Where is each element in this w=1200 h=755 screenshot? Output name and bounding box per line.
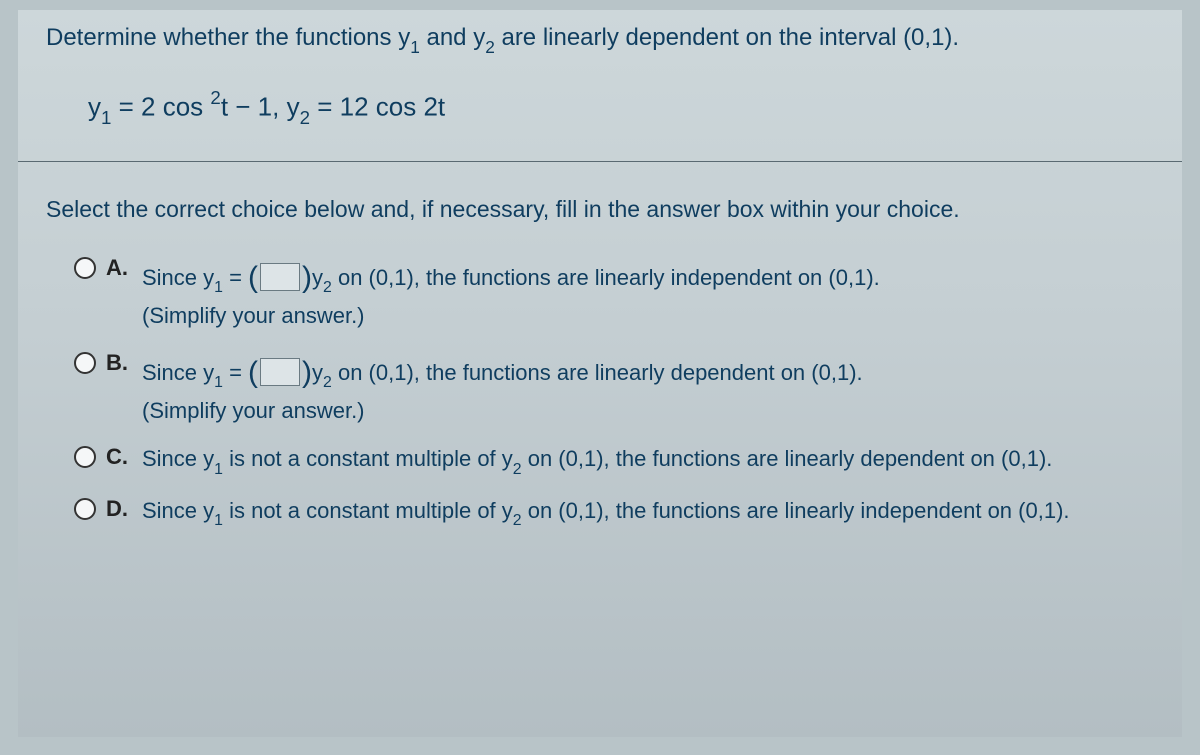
a-pre: Since bbox=[142, 265, 203, 290]
choices-group: A. Since y1 = ()y2 on (0,1), the functio… bbox=[18, 247, 1182, 532]
d-post: on (0,1), the functions are linearly ind… bbox=[522, 498, 1070, 523]
b-y1-sub: 1 bbox=[214, 374, 223, 391]
a-y2: y bbox=[312, 265, 323, 290]
b-y2: y bbox=[312, 360, 323, 385]
question-suffix: are linearly dependent on the interval (… bbox=[495, 24, 959, 51]
a-post: on (0,1), the functions are linearly ind… bbox=[332, 265, 880, 290]
b-y2-sub: 2 bbox=[323, 374, 332, 391]
d-y1-sub: 1 bbox=[214, 512, 223, 529]
a-lparen: ( bbox=[248, 261, 258, 294]
eq1b: t − 1, bbox=[221, 92, 287, 122]
c-y1-sub: 1 bbox=[214, 461, 223, 478]
choice-d[interactable]: D. Since y1 is not a constant multiple o… bbox=[74, 494, 1154, 532]
c-post: on (0,1), the functions are linearly dep… bbox=[522, 446, 1053, 471]
d-y2-sub: 2 bbox=[513, 512, 522, 529]
eq-y1: y bbox=[88, 92, 101, 122]
a-simplify: (Simplify your answer.) bbox=[142, 303, 365, 328]
d-y2: y bbox=[502, 498, 513, 523]
a-y1: y bbox=[203, 265, 214, 290]
choice-a-body: Since y1 = ()y2 on (0,1), the functions … bbox=[142, 253, 1154, 334]
question-mid1: and bbox=[420, 24, 473, 51]
b-y1: y bbox=[203, 360, 214, 385]
b-simplify: (Simplify your answer.) bbox=[142, 398, 365, 423]
a-mid: = bbox=[223, 265, 248, 290]
q-y1-sub: 1 bbox=[410, 37, 420, 57]
c-y2-sub: 2 bbox=[513, 461, 522, 478]
choice-b-body: Since y1 = ()y2 on (0,1), the functions … bbox=[142, 348, 1154, 429]
choice-d-body: Since y1 is not a constant multiple of y… bbox=[142, 494, 1154, 532]
b-mid: = bbox=[223, 360, 248, 385]
c-pre: Since bbox=[142, 446, 203, 471]
choice-b-letter: B. bbox=[106, 350, 132, 376]
eq2: = 12 cos 2t bbox=[310, 92, 445, 122]
radio-c[interactable] bbox=[74, 446, 96, 468]
answer-box-b[interactable] bbox=[260, 358, 300, 386]
d-y1: y bbox=[203, 498, 214, 523]
radio-a[interactable] bbox=[74, 257, 96, 279]
a-y1-sub: 1 bbox=[214, 279, 223, 296]
choice-a[interactable]: A. Since y1 = ()y2 on (0,1), the functio… bbox=[74, 253, 1154, 334]
question-prefix: Determine whether the functions bbox=[46, 24, 398, 51]
eq1a: = 2 cos bbox=[111, 92, 210, 122]
radio-d[interactable] bbox=[74, 498, 96, 520]
choice-c-body: Since y1 is not a constant multiple of y… bbox=[142, 442, 1154, 480]
d-mid: is not a constant multiple of bbox=[223, 498, 502, 523]
instruction-text: Select the correct choice below and, if … bbox=[18, 162, 1182, 247]
b-lparen: ( bbox=[248, 356, 258, 389]
d-pre: Since bbox=[142, 498, 203, 523]
choice-b[interactable]: B. Since y1 = ()y2 on (0,1), the functio… bbox=[74, 348, 1154, 429]
b-post: on (0,1), the functions are linearly dep… bbox=[332, 360, 863, 385]
q-y2: y bbox=[473, 24, 485, 51]
choice-d-letter: D. bbox=[106, 496, 132, 522]
eq-y2-sub: 2 bbox=[300, 107, 310, 128]
c-y2: y bbox=[502, 446, 513, 471]
choice-a-letter: A. bbox=[106, 255, 132, 281]
choice-c[interactable]: C. Since y1 is not a constant multiple o… bbox=[74, 442, 1154, 480]
b-rparen: ) bbox=[302, 356, 312, 389]
eq-y1-sub: 1 bbox=[101, 107, 111, 128]
radio-b[interactable] bbox=[74, 352, 96, 374]
q-y1: y bbox=[398, 24, 410, 51]
b-pre: Since bbox=[142, 360, 203, 385]
c-mid: is not a constant multiple of bbox=[223, 446, 502, 471]
c-y1: y bbox=[203, 446, 214, 471]
eq-sup2: 2 bbox=[210, 87, 220, 108]
question-panel: Determine whether the functions y1 and y… bbox=[18, 10, 1182, 737]
a-y2-sub: 2 bbox=[323, 279, 332, 296]
answer-box-a[interactable] bbox=[260, 263, 300, 291]
choice-c-letter: C. bbox=[106, 444, 132, 470]
q-y2-sub: 2 bbox=[485, 37, 495, 57]
question-text: Determine whether the functions y1 and y… bbox=[18, 10, 1182, 57]
a-rparen: ) bbox=[302, 261, 312, 294]
equation-text: y1 = 2 cos 2t − 1, y2 = 12 cos 2t bbox=[18, 57, 1182, 161]
eq-y2: y bbox=[287, 92, 300, 122]
